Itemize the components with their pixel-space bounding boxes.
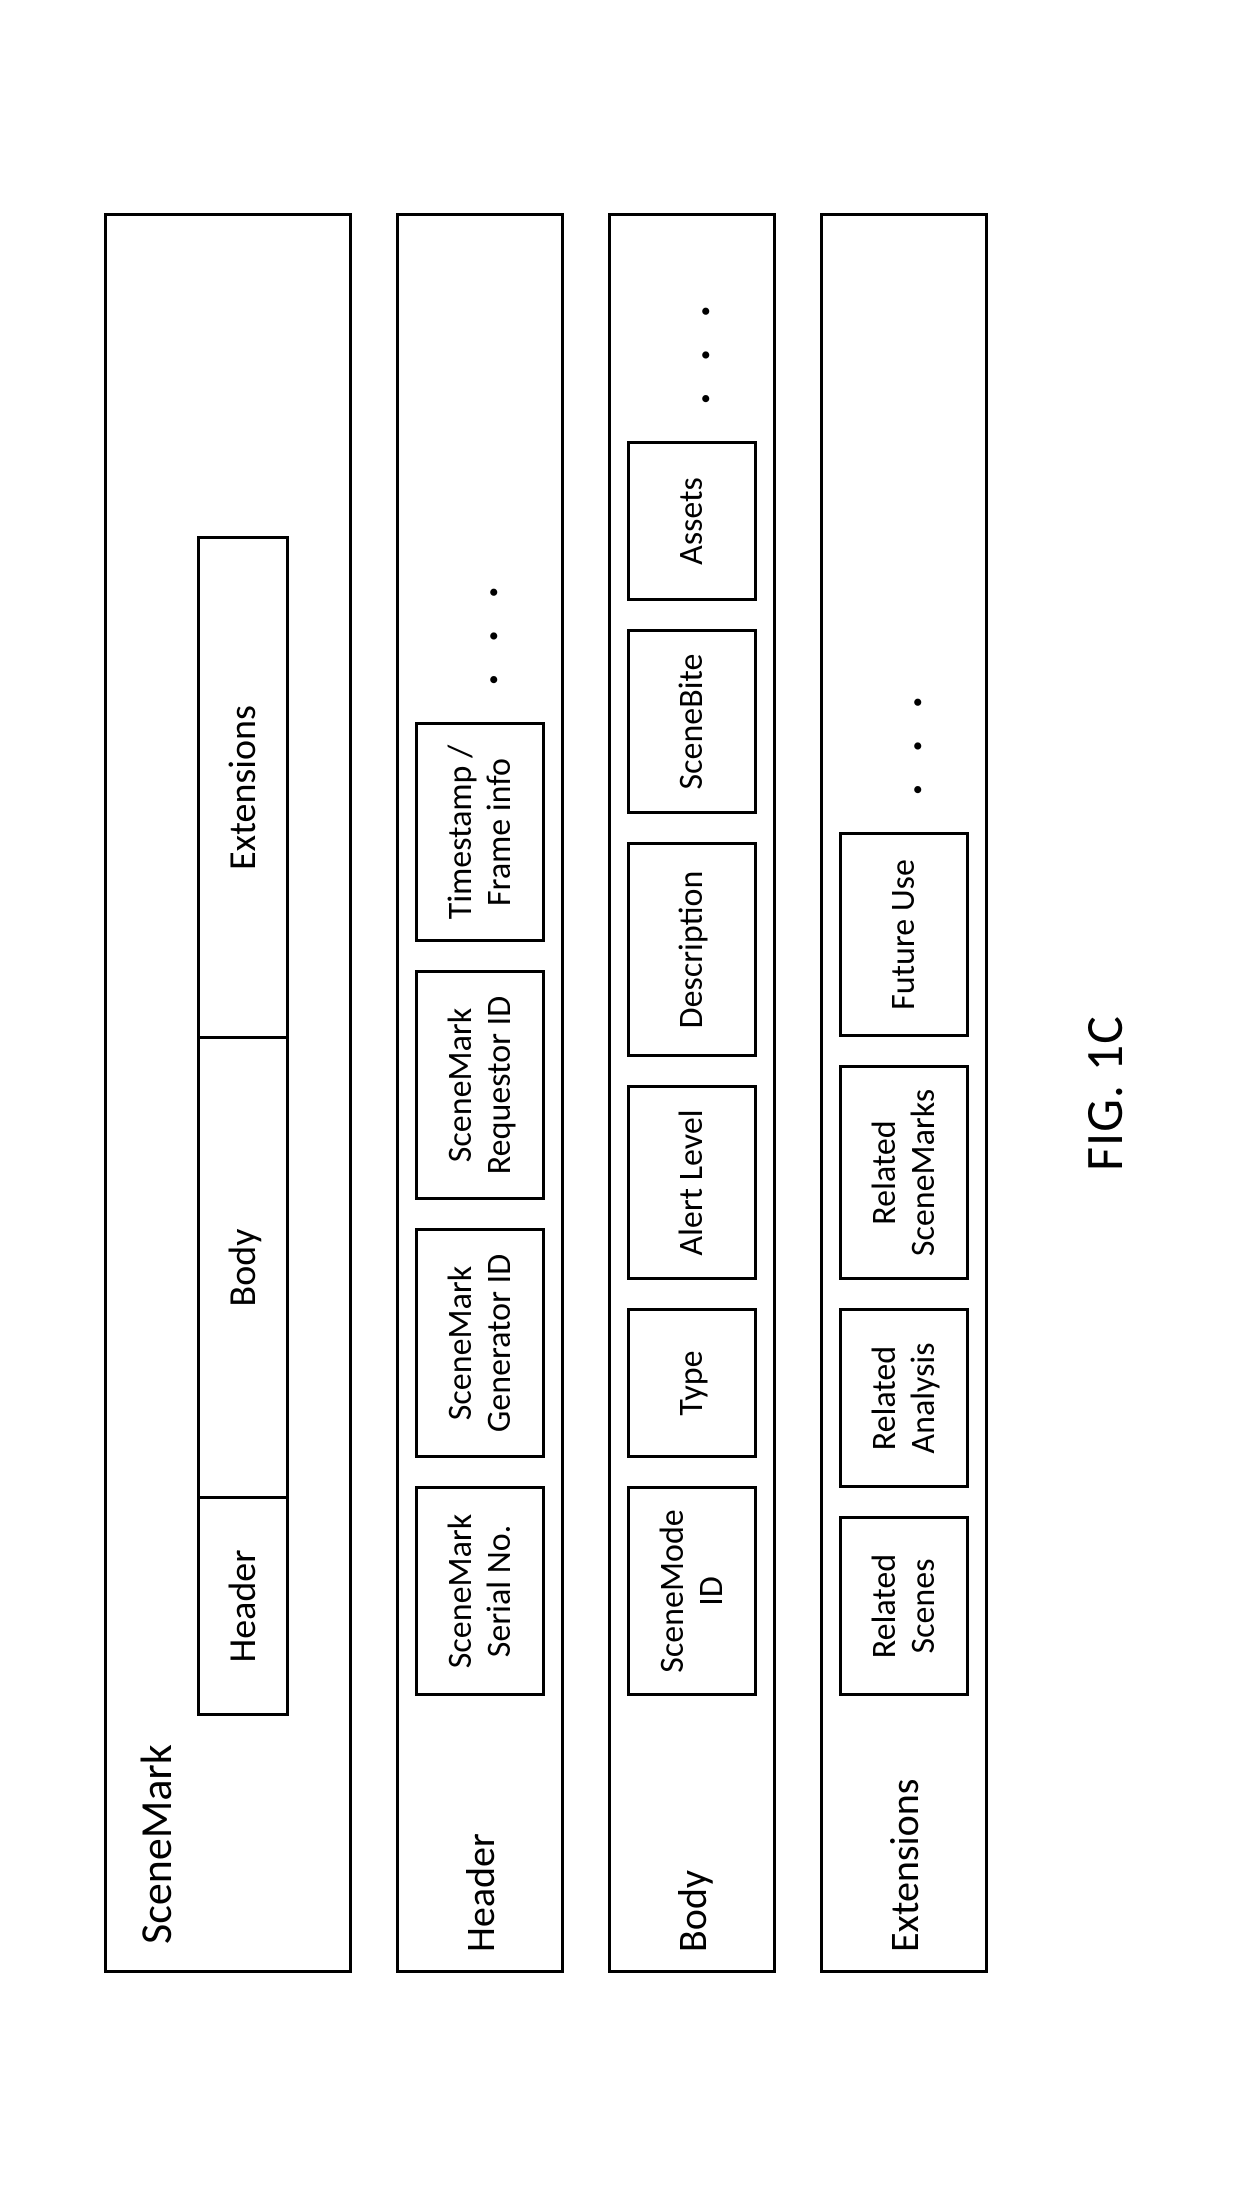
section-extensions: Extensions [197, 536, 289, 1036]
section-header: Header [197, 1496, 289, 1716]
field-scenebite: SceneBite [627, 629, 757, 814]
figure-caption: FIG. 1C [1072, 1015, 1136, 1171]
header-panel-label: Header [456, 1724, 505, 1952]
diagram-canvas: SceneMark Header Body Extensions Header … [104, 93, 1136, 2093]
ellipsis-icon: . . . [451, 567, 510, 693]
field-alert-level: Alert Level [627, 1085, 757, 1280]
body-detail-panel: Body SceneMode ID Type Alert Level Descr… [608, 213, 776, 1973]
field-scenemark-generator-id: SceneMark Generator ID [415, 1228, 545, 1458]
ellipsis-icon: . . . [663, 286, 722, 412]
section-body: Body [197, 1036, 289, 1496]
scenemark-sections-row: Header Body Extensions [197, 536, 289, 1716]
header-detail-panel: Header SceneMark Serial No. SceneMark Ge… [396, 213, 564, 1973]
extensions-detail-panel: Extensions Related Scenes Related Analys… [820, 213, 988, 1973]
field-related-scenemarks: Related SceneMarks [839, 1065, 969, 1280]
field-scenemark-serial-no: SceneMark Serial No. [415, 1486, 545, 1696]
field-future-use: Future Use [839, 832, 969, 1037]
body-panel-label: Body [668, 1724, 717, 1952]
field-related-scenes: Related Scenes [839, 1516, 969, 1696]
field-description: Description [627, 842, 757, 1057]
scenemark-panel: SceneMark Header Body Extensions [104, 213, 352, 1973]
field-scenemode-id: SceneMode ID [627, 1486, 757, 1696]
field-timestamp-frame-info: Timestamp / Frame info [415, 722, 545, 942]
ellipsis-icon: . . . [875, 677, 934, 803]
field-scenemark-requestor-id: SceneMark Requestor ID [415, 970, 545, 1200]
field-assets: Assets [627, 441, 757, 601]
field-type: Type [627, 1308, 757, 1458]
scenemark-title: SceneMark [129, 242, 183, 1944]
field-related-analysis: Related Analysis [839, 1308, 969, 1488]
extensions-panel-label: Extensions [880, 1724, 929, 1952]
